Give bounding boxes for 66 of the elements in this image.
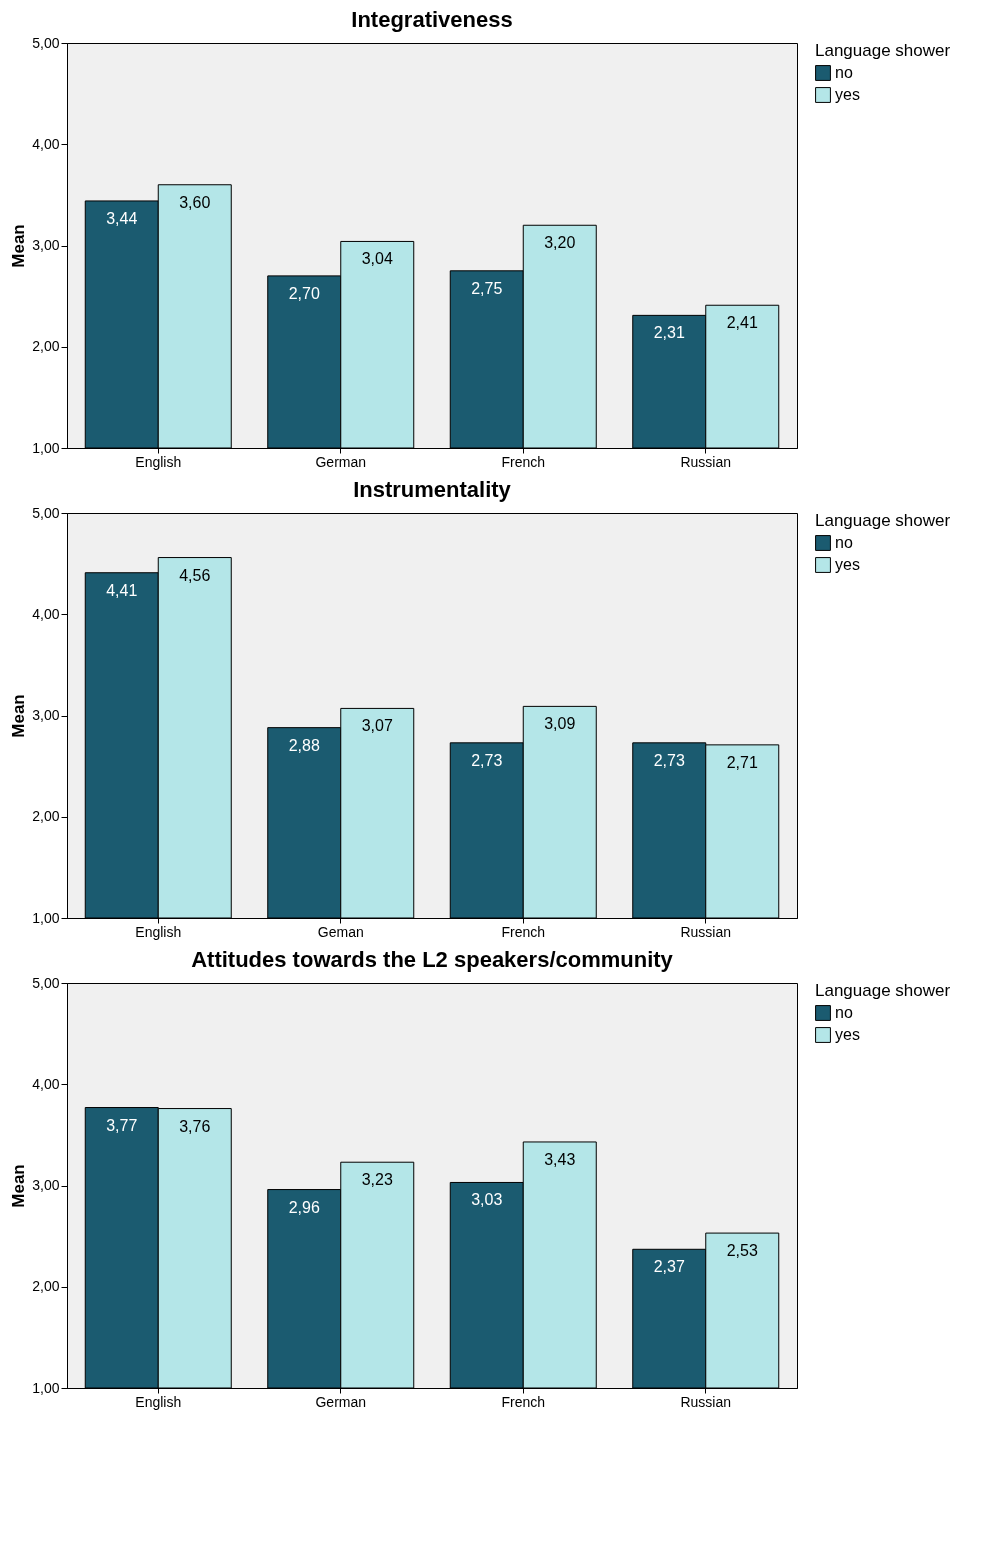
legend-title: Language shower [815,41,951,60]
data-label: 2,88 [288,736,320,754]
y-tick-label: 4,00 [32,135,60,152]
data-label: 2,31 [653,324,685,342]
y-tick-label: 1,00 [32,1379,60,1396]
x-tick-label: Russian [680,923,732,940]
x-tick-label: Russian [680,1393,732,1410]
y-tick-label: 5,00 [32,34,60,51]
chart-title: Attitudes towards the L2 speakers/community [191,947,674,972]
data-label: 4,56 [179,566,211,584]
y-tick-label: 2,00 [32,808,60,825]
data-label: 3,03 [471,1191,503,1209]
y-tick-label: 2,00 [32,1278,60,1295]
y-tick-label: 4,00 [32,605,60,622]
data-label: 2,73 [471,751,503,769]
y-tick-label: 5,00 [32,504,60,521]
y-axis-title: Mean [9,1164,29,1208]
legend-label: no [835,1004,853,1021]
y-tick-label: 3,00 [32,237,60,253]
data-label: 3,20 [544,234,576,252]
y-axis-title: Mean [9,694,29,738]
data-label: 2,41 [726,314,758,332]
y-tick-label: 4,00 [32,1075,60,1092]
x-tick-label: Geman [317,923,364,940]
legend-title: Language shower [815,511,951,530]
chart-title: Integrativeness [351,7,513,32]
x-tick-label: English [135,453,182,470]
x-tick-label: French [501,923,546,940]
data-label: 3,23 [361,1171,393,1189]
x-tick-label: English [135,1393,182,1410]
data-label: 3,77 [106,1116,138,1134]
legend-label: no [835,64,853,81]
legend-title: Language shower [815,981,951,1000]
x-tick-label: Russian [680,453,732,470]
x-tick-label: English [135,923,182,940]
data-label: 2,70 [288,284,320,302]
data-label: 3,09 [544,715,576,733]
legend-label: yes [835,556,860,573]
x-tick-label: German [315,453,367,470]
y-tick-label: 3,00 [32,1177,60,1193]
legend-label: yes [835,86,860,103]
data-label: 2,53 [726,1242,758,1260]
data-label: 3,43 [544,1150,576,1168]
legend-label: no [835,534,853,551]
y-tick-label: 5,00 [32,974,60,991]
data-label: 2,37 [653,1258,685,1276]
data-label: 2,75 [471,279,503,297]
x-tick-label: French [501,1393,546,1410]
data-label: 3,07 [361,717,393,735]
data-label: 2,71 [726,753,758,771]
data-label: 4,41 [106,581,138,599]
chart-title: Instrumentality [353,477,512,502]
data-label: 3,04 [361,250,393,268]
y-tick-label: 3,00 [32,707,60,723]
data-label: 3,44 [106,209,138,227]
data-label: 3,76 [179,1117,211,1135]
x-tick-label: German [315,1393,367,1410]
y-tick-label: 1,00 [32,909,60,926]
y-tick-label: 2,00 [32,338,60,355]
y-axis-title: Mean [9,224,29,268]
data-label: 3,60 [179,193,211,211]
y-tick-label: 1,00 [32,439,60,456]
x-tick-label: French [501,453,546,470]
data-label: 2,73 [653,751,685,769]
legend-label: yes [835,1026,860,1043]
data-label: 2,96 [288,1198,320,1216]
